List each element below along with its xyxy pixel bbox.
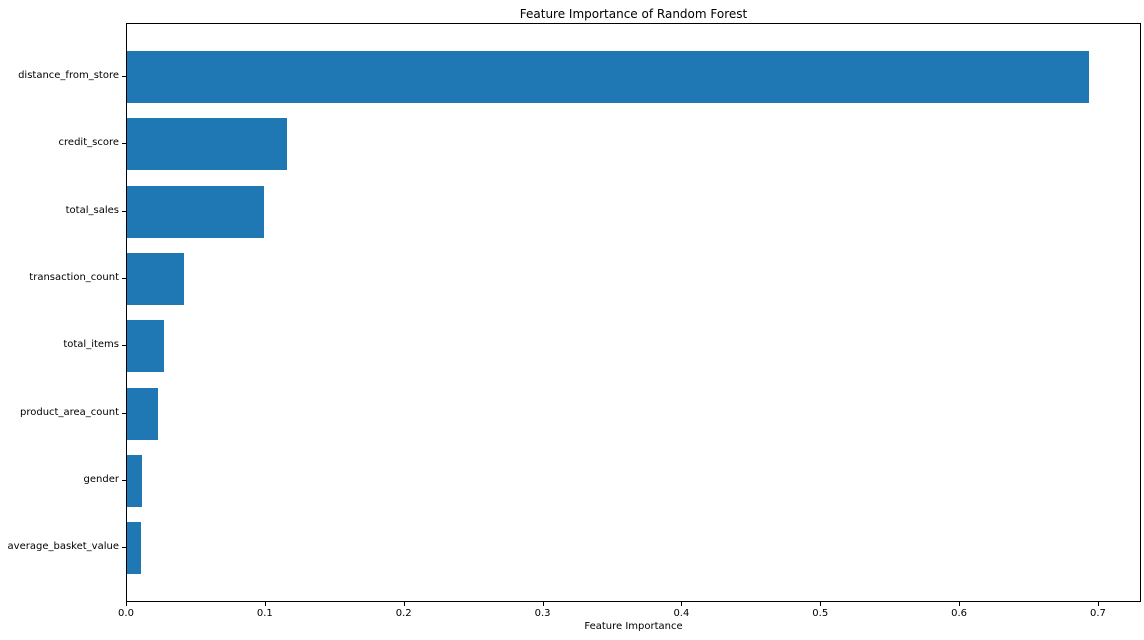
y-tick-label-total_items: total_items <box>63 339 119 351</box>
y-tick-label-credit_score: credit_score <box>58 137 119 149</box>
bar-product_area_count <box>127 387 158 440</box>
y-tick <box>122 210 126 212</box>
x-tick-label-0.3: 0.3 <box>534 608 551 619</box>
y-tick <box>122 143 126 145</box>
x-axis-label: Feature Importance <box>584 621 683 632</box>
bar-distance_from_store <box>127 51 1090 103</box>
chart-title: Feature Importance of Random Forest <box>519 7 748 21</box>
y-tick <box>122 277 126 279</box>
y-tick-label-transaction_count: transaction_count <box>29 271 119 283</box>
y-tick <box>122 345 126 347</box>
x-tick-label-0.1: 0.1 <box>256 608 273 619</box>
y-tick-label-average_basket_value: average_basket_value <box>7 541 119 553</box>
y-tick <box>122 412 126 414</box>
x-tick <box>264 602 266 606</box>
x-tick-label-0.6: 0.6 <box>951 608 968 619</box>
x-tick <box>959 602 961 606</box>
bar-total_items <box>127 320 165 373</box>
bar-gender <box>127 454 143 507</box>
y-tick-label-product_area_count: product_area_count <box>20 406 119 418</box>
y-tick <box>122 479 126 481</box>
x-tick-label-0.7: 0.7 <box>1090 608 1106 619</box>
y-tick-label-total_sales: total_sales <box>65 204 119 216</box>
x-tick <box>1097 602 1099 606</box>
x-tick-label-0.4: 0.4 <box>673 608 690 619</box>
x-tick-label-0.5: 0.5 <box>812 608 829 619</box>
y-tick-label-distance_from_store: distance_from_store <box>18 70 119 81</box>
x-tick <box>126 602 127 606</box>
y-tick-label-gender: gender <box>83 473 119 485</box>
plot-area <box>126 23 1141 602</box>
bar-credit_score <box>127 118 287 171</box>
bar-transaction_count <box>127 252 184 305</box>
bar-average_basket_value <box>127 522 141 575</box>
y-tick <box>122 76 126 77</box>
x-tick <box>820 602 822 606</box>
y-tick <box>122 547 126 549</box>
x-tick-label-0.2: 0.2 <box>395 608 412 619</box>
x-tick <box>542 602 544 606</box>
x-tick <box>681 602 683 606</box>
bar-total_sales <box>127 185 265 238</box>
x-tick-label-0.0: 0.0 <box>118 608 134 619</box>
x-tick <box>403 602 405 606</box>
